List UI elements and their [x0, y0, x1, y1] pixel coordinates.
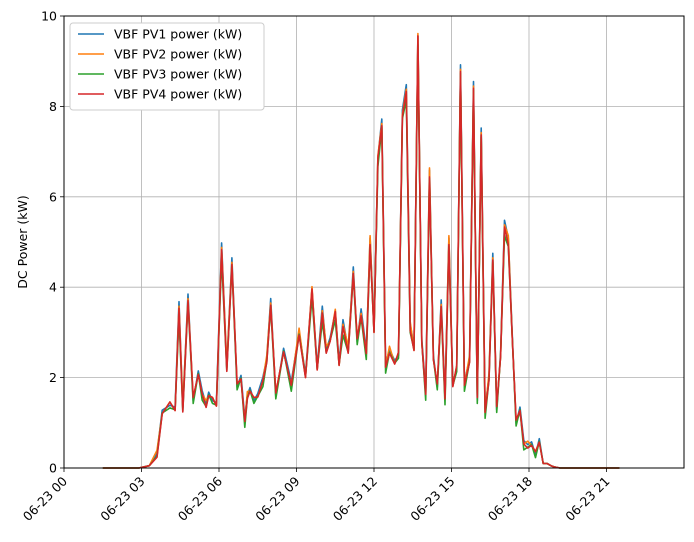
series-lines: [102, 32, 620, 469]
y-tick-label: 0: [49, 461, 57, 476]
legend-label: VBF PV4 power (kW): [114, 87, 242, 102]
series-line: [102, 35, 620, 469]
x-tick-label: 06-23 15: [407, 474, 457, 524]
y-axis-ticks: 0 2 4 6 8 10: [41, 9, 64, 476]
x-tick-label: 06-23 00: [20, 473, 70, 523]
y-tick-label: 4: [49, 280, 57, 295]
y-tick-label: 8: [49, 99, 57, 114]
x-tick-label: 06-23 06: [175, 473, 225, 523]
x-tick-label: 06-23 18: [485, 473, 535, 523]
y-axis-label: DC Power (kW): [15, 195, 30, 288]
x-tick-label: 06-23 21: [562, 474, 612, 524]
legend-label: VBF PV1 power (kW): [114, 27, 242, 42]
legend-label: VBF PV3 power (kW): [114, 67, 242, 82]
y-tick-label: 2: [49, 370, 57, 385]
y-tick-label: 10: [41, 9, 57, 24]
x-tick-label: 06-23 09: [252, 473, 302, 523]
x-tick-label: 06-23 12: [330, 474, 380, 524]
x-axis-ticks: 06-23 00 06-23 03 06-23 06 06-23 09 06-23 12…: [20, 468, 613, 524]
legend: VBF PV1 power (kW) VBF PV2 power (kW) VBF …: [69, 22, 265, 111]
y-tick-label: 6: [49, 189, 57, 204]
x-tick-label: 06-23 03: [97, 474, 147, 524]
legend-label: VBF PV2 power (kW): [114, 47, 242, 62]
legend-box: [69, 22, 265, 111]
